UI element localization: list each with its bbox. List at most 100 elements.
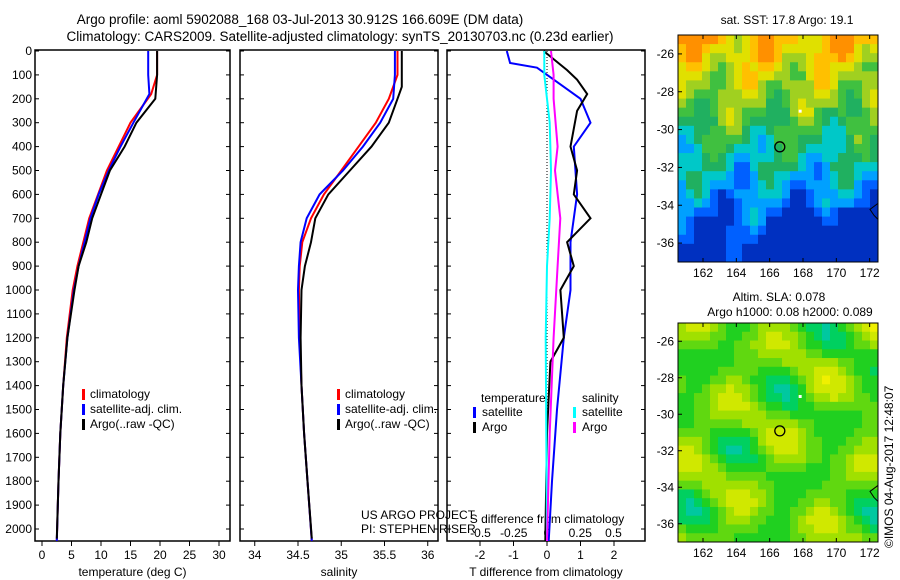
map-cell	[782, 243, 791, 254]
map-cell	[718, 162, 727, 172]
map-cell	[798, 331, 807, 342]
map-cell	[862, 410, 871, 420]
map-cell	[854, 375, 863, 385]
map-cell	[750, 116, 759, 127]
map-cell	[854, 506, 863, 517]
map-cell	[718, 134, 727, 145]
map-cell	[774, 436, 783, 447]
y-tick-label: 1100	[6, 307, 32, 321]
map-cell	[694, 375, 703, 385]
map-cell	[838, 171, 847, 181]
map-cell	[766, 498, 775, 508]
map-cell	[734, 134, 743, 145]
map-cell	[790, 234, 799, 245]
map-cell	[742, 134, 751, 145]
y-tick-label: -34	[657, 480, 675, 494]
map-cell	[822, 515, 831, 525]
map-cell	[718, 207, 727, 218]
map-cell	[734, 162, 743, 172]
map-cell	[742, 401, 751, 412]
map-cell	[742, 340, 751, 350]
map-cell	[710, 419, 719, 429]
map-cell	[814, 80, 823, 90]
map-cell	[678, 358, 687, 368]
map-cell	[814, 428, 823, 438]
map-cell	[742, 171, 751, 181]
map-cell	[742, 180, 751, 190]
map-cell	[758, 162, 767, 172]
map-cell	[830, 35, 839, 45]
map-cell	[766, 171, 775, 181]
map-cell	[678, 234, 687, 245]
map-cell	[846, 53, 855, 63]
map-cell	[814, 349, 823, 359]
map-cell	[694, 489, 703, 499]
map-cell	[718, 445, 727, 455]
map-cell	[830, 252, 839, 263]
map-cell	[846, 393, 855, 403]
map-cell	[742, 393, 751, 403]
map-cell	[750, 180, 759, 190]
map-cell	[758, 498, 767, 508]
map-cell	[830, 340, 839, 350]
map-cell	[830, 358, 839, 368]
map-cell	[766, 98, 775, 109]
project-line-2: PI: STEPHEN RISER	[361, 522, 476, 536]
map-cell	[734, 116, 743, 127]
map-cell	[718, 489, 727, 499]
map-cell	[862, 331, 871, 342]
map-cell	[750, 171, 759, 181]
map-cell	[806, 80, 815, 90]
legend-label: satellite	[582, 405, 623, 419]
map-cell	[758, 323, 767, 333]
map-cell	[750, 125, 759, 136]
map-cell	[782, 375, 791, 385]
map-cell	[830, 53, 839, 63]
legend-label: Argo(..raw -QC)	[90, 417, 175, 431]
map-cell	[710, 153, 719, 163]
map-cell	[846, 436, 855, 447]
map-cell	[766, 180, 775, 190]
map-cell	[830, 162, 839, 172]
map-cell	[702, 393, 711, 403]
map-cell	[686, 107, 695, 118]
map-cell	[734, 35, 743, 45]
map-cell	[750, 480, 759, 490]
map-cell	[846, 463, 855, 473]
map-cell	[734, 515, 743, 525]
map-cell	[678, 410, 687, 420]
map-cell	[686, 116, 695, 127]
map-cell	[870, 62, 879, 72]
map-cell	[870, 340, 879, 350]
map-cell	[830, 445, 839, 455]
map-cell	[710, 198, 719, 209]
map-cell	[870, 98, 879, 109]
map-cell	[758, 445, 767, 455]
map-cell	[806, 436, 815, 447]
map-cell	[718, 323, 727, 333]
map-cell	[806, 340, 815, 350]
map-cell	[694, 198, 703, 209]
map-cell	[806, 171, 815, 181]
map-cell	[702, 428, 711, 438]
map-cell	[710, 98, 719, 109]
map-cell	[774, 234, 783, 245]
map-cell	[726, 62, 735, 72]
map-cell	[798, 53, 807, 63]
map-cell	[734, 428, 743, 438]
map-cell	[790, 125, 799, 136]
map-cell	[774, 143, 783, 154]
panel-frame-salinity	[239, 49, 439, 542]
map-cell	[854, 125, 863, 136]
map-cell	[678, 225, 687, 236]
map-cell	[838, 134, 847, 145]
map-cell	[734, 366, 743, 377]
map-cell	[726, 252, 735, 263]
map-cell	[870, 410, 879, 420]
map-cell	[774, 428, 783, 438]
map-cell	[830, 463, 839, 473]
map-cell	[726, 207, 735, 218]
x-tick-label: 168	[793, 266, 813, 280]
map-cell	[710, 107, 719, 118]
map-cell	[870, 225, 879, 236]
